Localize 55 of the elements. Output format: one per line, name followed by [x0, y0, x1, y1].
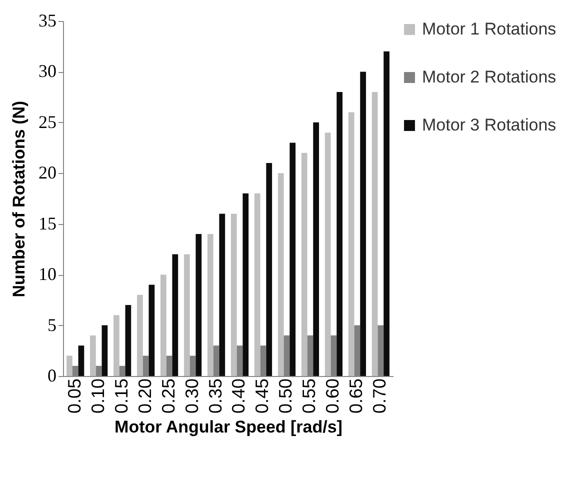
- bar: [278, 173, 284, 376]
- bar: [242, 193, 249, 376]
- bar: [136, 294, 143, 376]
- y-tick-label: 5: [48, 314, 56, 335]
- bar: [160, 274, 166, 376]
- y-tick-label: 10: [38, 264, 56, 284]
- y-tick-label: 20: [38, 162, 56, 183]
- bar: [230, 214, 237, 376]
- x-tick-label: 0.40: [228, 378, 249, 414]
- bar: [172, 254, 178, 376]
- bar: [114, 315, 120, 376]
- bar: [125, 305, 132, 376]
- x-tick-label: 0.10: [88, 378, 108, 414]
- bar: [90, 335, 96, 376]
- y-tick-label: 15: [38, 213, 56, 234]
- bar: [336, 92, 342, 376]
- x-tick-label: 0.55: [299, 378, 320, 414]
- bar: [78, 346, 84, 376]
- bar: [360, 72, 366, 376]
- x-tick-label: 0.35: [205, 378, 226, 414]
- x-tick-label: 0.20: [134, 378, 155, 414]
- x-tick-label: 0.70: [370, 378, 390, 414]
- x-axis-title: Motor Angular Speed [rad/s]: [114, 418, 342, 437]
- y-tick-label: 30: [38, 61, 56, 82]
- bar: [219, 214, 226, 376]
- legend-label: Motor 3 Rotations: [422, 116, 556, 134]
- legend-label: Motor 1 Rotations: [422, 20, 556, 38]
- x-tick-label: 0.45: [252, 378, 272, 414]
- bar: [196, 234, 202, 376]
- y-tick-label: 35: [38, 10, 56, 30]
- x-tick-label: 0.60: [322, 378, 343, 414]
- bar: [207, 234, 214, 376]
- bar: [102, 325, 108, 376]
- x-tick-label: 0.50: [276, 378, 296, 414]
- bar: [301, 152, 308, 376]
- bar: [313, 122, 320, 376]
- bar: [372, 92, 378, 376]
- bar: [148, 284, 155, 376]
- x-tick-label: 0.05: [64, 378, 84, 414]
- bar: [348, 112, 354, 376]
- x-tick-label: 0.65: [346, 378, 366, 414]
- bar: [290, 142, 296, 376]
- x-tick-label: 0.15: [111, 378, 132, 414]
- bar: [66, 356, 72, 376]
- y-tick-label: 0: [48, 366, 56, 386]
- legend-label: Motor 2 Rotations: [422, 68, 556, 86]
- bar: [184, 254, 190, 376]
- x-tick-label: 0.30: [182, 378, 202, 414]
- y-tick-label: 25: [38, 112, 56, 132]
- bar: [254, 193, 260, 376]
- bar: [384, 51, 390, 376]
- bar: [324, 132, 331, 376]
- y-axis-title: Number of Rotations (N): [10, 100, 28, 298]
- bar: [266, 163, 272, 376]
- x-tick-label: 0.25: [158, 378, 178, 414]
